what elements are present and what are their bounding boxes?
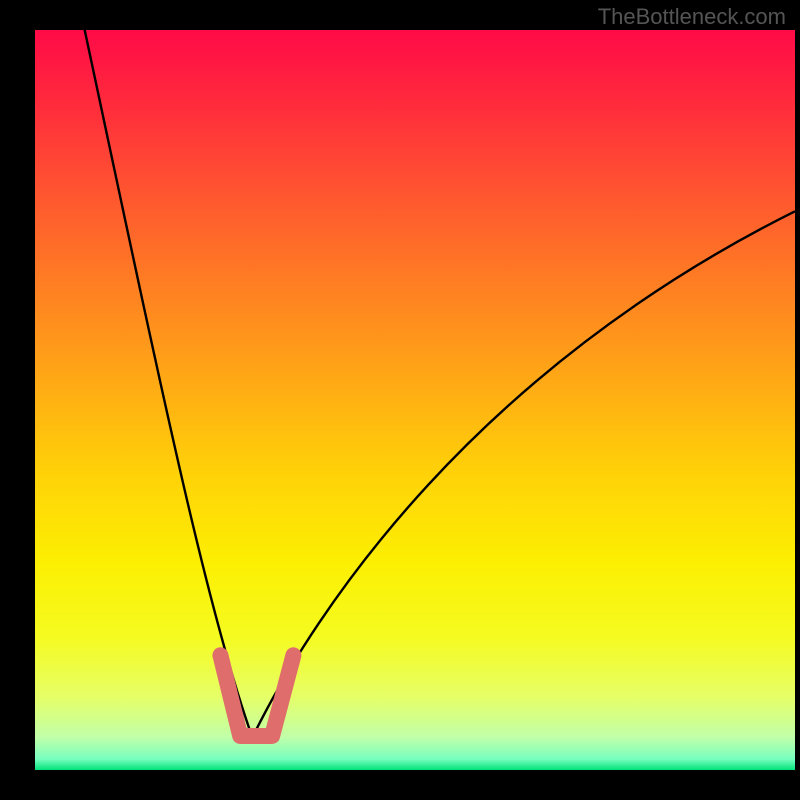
watermark-text: TheBottleneck.com [598,4,786,30]
plot-area [35,30,795,770]
bottleneck-curve [77,30,795,737]
curve-svg [35,30,795,770]
valley-marker [220,655,293,736]
frame-border-left [0,0,35,800]
frame-border-bottom [0,770,800,800]
frame-border-right [795,0,800,800]
